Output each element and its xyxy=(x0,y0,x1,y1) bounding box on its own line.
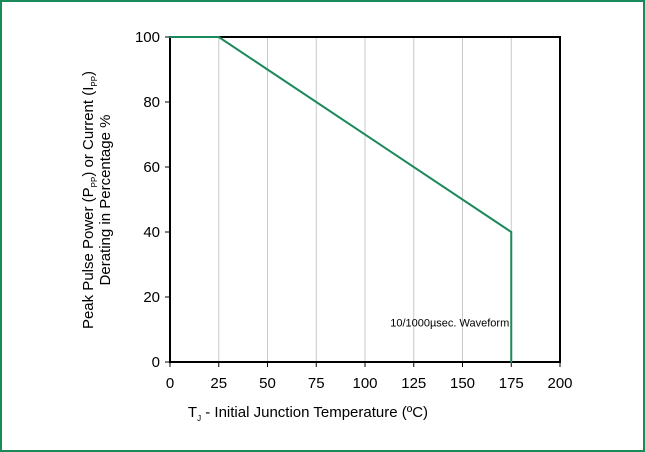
x-tick-label: 100 xyxy=(352,375,377,392)
x-tick-label: 150 xyxy=(450,375,475,392)
y-label-line2: Derating in Percentage % xyxy=(97,115,114,286)
x-axis-label: TJ - Initial Junction Temperature (ºC) xyxy=(188,404,428,423)
y-tick-label: 40 xyxy=(143,224,160,241)
x-axis-ticks: 0 25 50 75 100 125 150 175 200 xyxy=(166,362,573,392)
x-tick-label: 50 xyxy=(259,375,276,392)
data-point xyxy=(510,231,513,233)
x-tick-label: 25 xyxy=(210,375,227,392)
data-point xyxy=(510,361,513,363)
y-axis-label: Peak Pulse Power (PPP) or Current (IPP) … xyxy=(80,71,114,329)
x-tick-label: 0 xyxy=(166,375,174,392)
y-tick-label: 100 xyxy=(135,29,160,46)
x-label-prefix: T xyxy=(188,404,197,421)
y-tick-label: 60 xyxy=(143,159,160,176)
waveform-annotation: 10/1000µsec. Waveform xyxy=(390,317,509,329)
data-point xyxy=(217,36,220,38)
x-tick-label: 175 xyxy=(499,375,524,392)
y-label-part-a: Peak Pulse Power (P xyxy=(80,187,97,329)
grid-lines xyxy=(218,37,512,362)
x-label-subscript: J xyxy=(197,414,201,423)
x-label-rest: - Initial Junction Temperature (ºC) xyxy=(201,404,428,421)
y-label-line1: Peak Pulse Power (PPP) or Current (IPP) xyxy=(80,71,99,329)
y-axis-ticks: 0 20 40 60 80 100 xyxy=(135,29,170,371)
y-label-part-b: ) or Current (I xyxy=(80,87,97,177)
y-tick-label: 80 xyxy=(143,94,160,111)
y-label-sub-1: PP xyxy=(90,177,99,188)
y-label-sub-2: PP xyxy=(90,76,99,87)
y-tick-label: 0 xyxy=(152,354,160,371)
x-tick-label: 75 xyxy=(308,375,325,392)
x-tick-label: 125 xyxy=(401,375,426,392)
data-point xyxy=(169,36,171,38)
y-tick-label: 20 xyxy=(143,289,160,306)
series-group xyxy=(169,36,513,363)
derating-curve xyxy=(170,36,513,362)
x-tick-label: 200 xyxy=(547,375,572,392)
y-label-part-c: ) xyxy=(80,71,97,76)
